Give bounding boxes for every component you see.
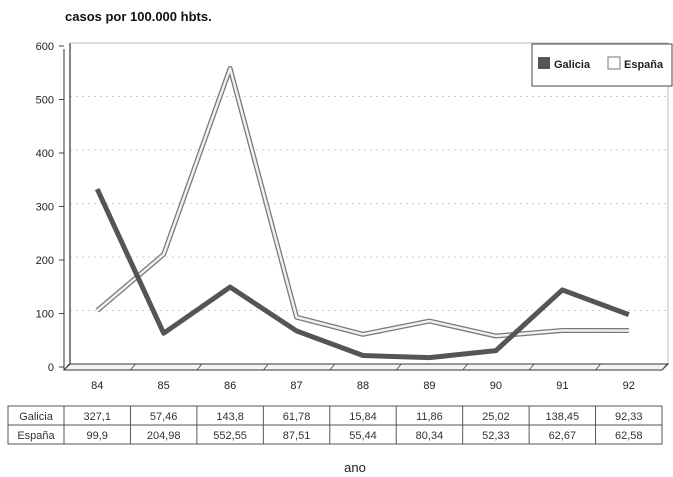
table-cell: 99,9 [87,430,108,442]
x-tick-mark [63,363,70,371]
table-cell: 62,58 [615,430,643,442]
x-tick-label: 86 [224,380,236,392]
y-tick-label: 600 [36,41,54,53]
series-line-espana [96,67,629,338]
y-tick-label: 500 [36,95,54,107]
x-axis: 84 85 86 87 88 89 90 91 92 [63,363,668,392]
y-tick-label: 400 [36,148,54,160]
table-cell: 552,55 [213,430,247,442]
table-row-header: España [17,430,55,442]
legend-swatch-espana [607,56,621,70]
x-tick-label: 85 [158,380,170,392]
table-cell: 57,46 [150,411,178,423]
series-lines [94,65,630,361]
x-tick-label: 84 [91,380,103,392]
table-cell: 80,34 [416,430,444,442]
legend-swatch-galicia [538,57,550,69]
table-cell: 327,1 [83,411,111,423]
y-tick-label: 0 [48,362,54,374]
y-tick-label: 300 [36,202,54,214]
x-tick-mark [395,363,402,371]
table-cell: 52,33 [482,430,510,442]
x-tick-label: 91 [556,380,568,392]
chart-title: casos por 100.000 hbts. [65,9,212,24]
series-line-espana-outline [95,65,629,339]
x-tick-label: 92 [623,380,635,392]
chart-floor [62,363,670,371]
y-tick-label: 200 [36,255,54,267]
legend-label-espana: España [624,59,664,71]
x-tick-mark [329,363,336,371]
table-cell: 55,44 [349,430,377,442]
x-tick-mark [130,363,136,371]
legend-label-galicia: Galicia [554,59,591,71]
x-tick-mark [595,363,601,371]
table-cell: 61,78 [283,411,311,423]
table-row-header: Galicia [19,411,54,423]
table-cell: 25,02 [482,411,510,423]
x-tick-mark [528,363,535,371]
y-axis: 0 100 200 300 400 500 600 [36,41,64,374]
table-cell: 62,67 [549,430,577,442]
x-tick-label: 89 [423,380,435,392]
x-tick-label: 90 [490,380,502,392]
chart-frame [62,42,670,371]
table-cell: 11,86 [416,411,443,423]
table-cell: 204,98 [147,430,181,442]
table-cell: 138,45 [546,411,580,423]
legend: Galicia España [531,43,673,87]
table-cell: 92,33 [615,411,643,423]
table-cell: 143,8 [216,411,244,423]
x-tick-mark [263,363,269,371]
table-cell: 15,84 [349,411,377,423]
x-tick-label: 87 [290,380,302,392]
table-cell: 87,51 [283,430,311,442]
x-tick-mark [661,363,668,371]
x-tick-mark [196,363,203,371]
x-tick-mark [462,363,468,371]
series-line-galicia [94,187,630,361]
legend-box [531,43,673,87]
x-axis-label: ano [344,460,366,475]
x-tick-label: 88 [357,380,369,392]
data-table: Galicia 327,1 57,46 143,8 61,78 15,84 11,86 25,… [7,405,663,445]
y-tick-label: 100 [36,309,54,321]
